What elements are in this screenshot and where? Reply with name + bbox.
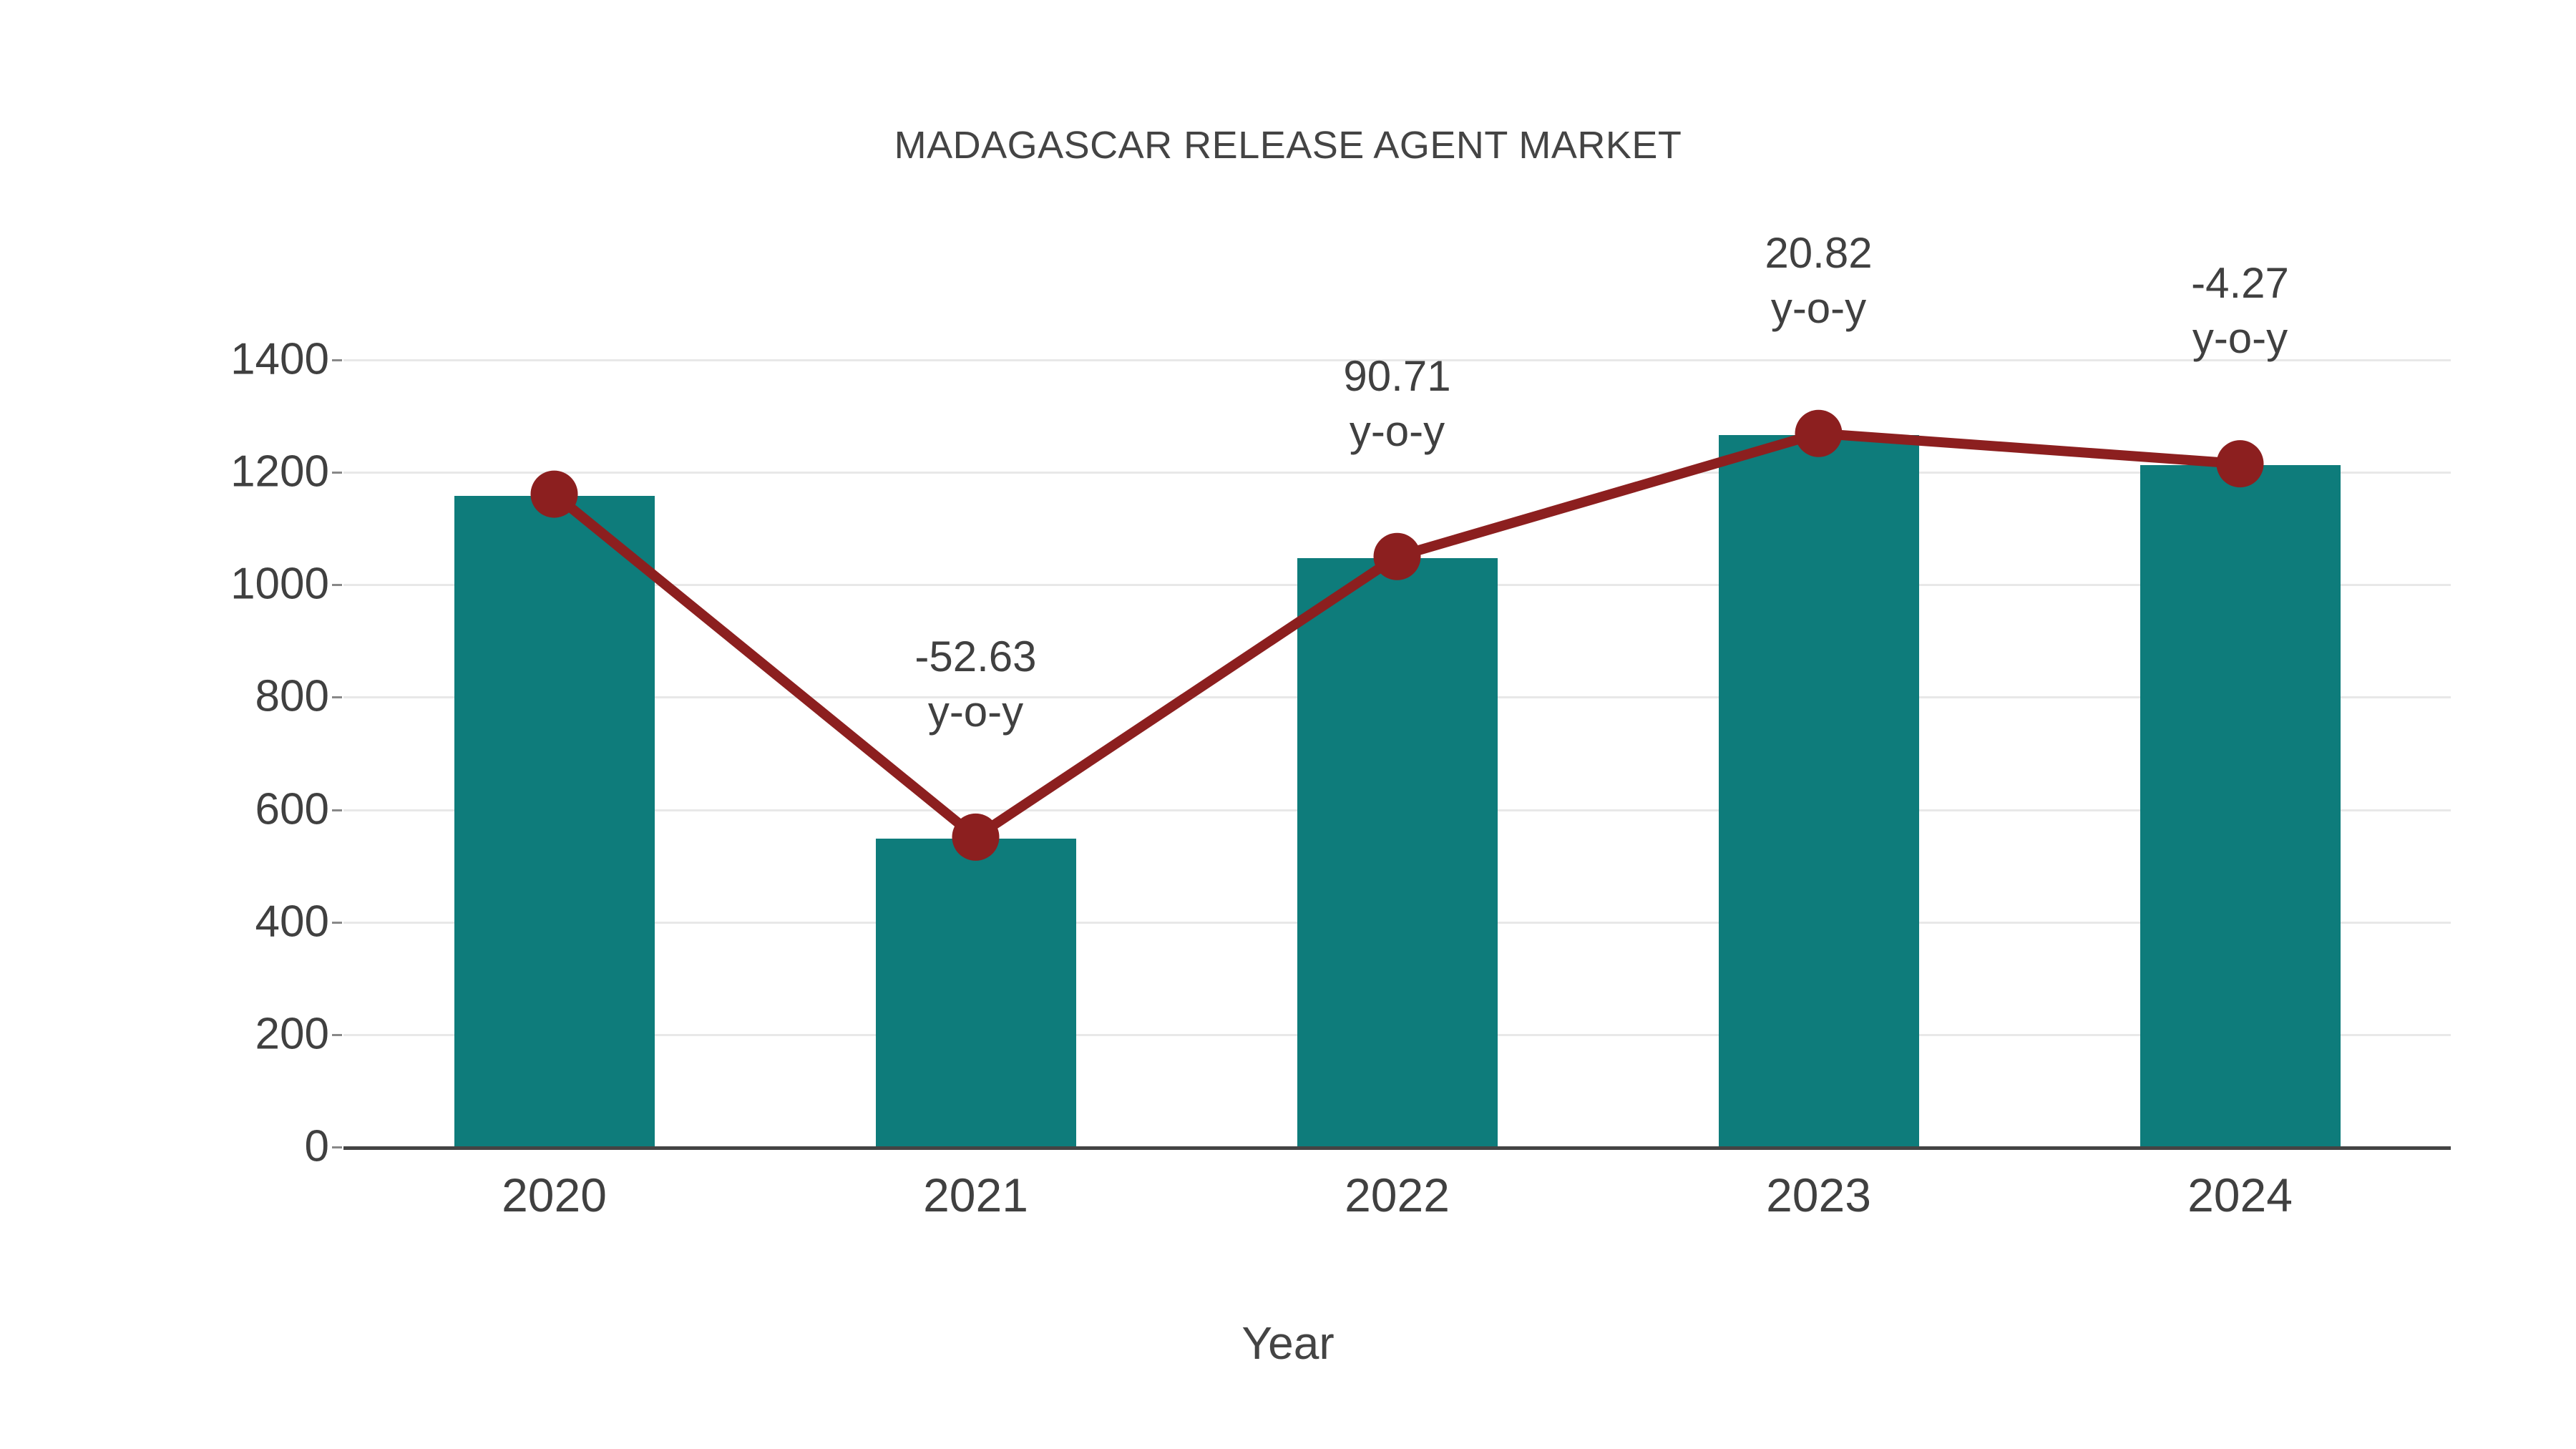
bar-2022[interactable] [1297,557,1498,1148]
y-tick-mark [332,921,342,924]
y-tick-label: 1200 [230,447,329,497]
yoy-unit: y-o-y [2192,313,2288,362]
bar-2021[interactable] [875,838,1076,1148]
y-tick-label: 1000 [230,559,329,609]
yoy-unit: y-o-y [927,687,1024,736]
x-tick-label-2024: 2024 [2187,1169,2293,1221]
y-tick-mark [332,584,342,587]
y-tick-mark [332,1146,342,1148]
plot-area [343,358,2451,1148]
y-tick-mark [332,1033,342,1036]
y-tick-label: 0 [304,1121,329,1171]
yoy-value: -52.63 [914,632,1037,680]
x-tick-label-2021: 2021 [923,1169,1028,1221]
x-tick-label-2023: 2023 [1766,1169,1871,1221]
yoy-annotation-2022: 90.71 y-o-y [1219,349,1576,459]
y-tick-mark [332,472,342,474]
bar-2020[interactable] [454,495,655,1148]
x-tick-label-2020: 2020 [502,1169,607,1221]
x-axis-line [343,1146,2451,1150]
yoy-value: 20.82 [1765,228,1873,277]
y-tick-label: 200 [255,1009,329,1059]
y-tick-mark [332,359,342,361]
y-tick-mark [332,809,342,811]
yoy-value: 90.71 [1343,351,1451,400]
yoy-annotation-2023: 20.82 y-o-y [1640,226,1998,336]
bar-2023[interactable] [1718,434,1919,1148]
yoy-unit: y-o-y [1349,406,1445,455]
y-tick-label: 600 [255,784,329,834]
yoy-annotation-2024: -4.27 y-o-y [2062,256,2419,366]
x-tick-label-2022: 2022 [1345,1169,1450,1221]
y-tick-mark [332,696,342,699]
x-axis-title: Year [1241,1317,1335,1369]
y-axis-title: Import Value (USD Thousand) [0,0,129,1449]
gridline [343,359,2451,361]
y-tick-label: 400 [255,897,329,947]
y-tick-label: 800 [255,671,329,721]
bar-2024[interactable] [2140,465,2341,1148]
yoy-unit: y-o-y [1770,283,1867,332]
chart-title: MADAGASCAR RELEASE AGENT MARKET [894,124,1682,167]
yoy-value: -4.27 [2191,259,2289,308]
y-tick-label: 1400 [230,334,329,384]
gridline [343,472,2451,474]
yoy-annotation-2021: -52.63 y-o-y [797,630,1155,740]
